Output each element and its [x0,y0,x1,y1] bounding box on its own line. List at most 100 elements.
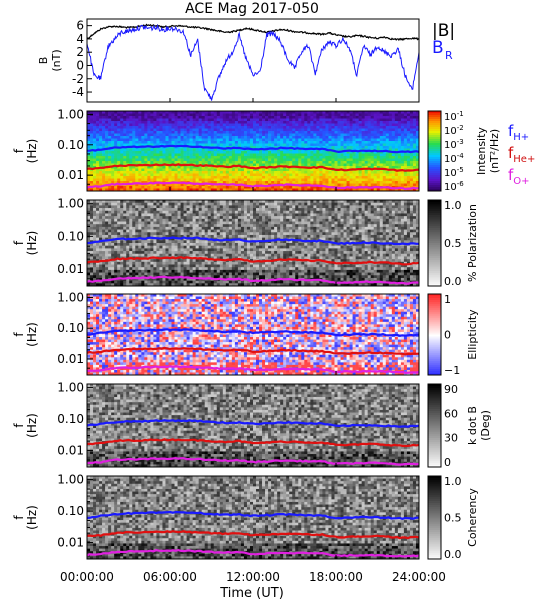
colorbar-tick-label: 1.0 [444,475,462,488]
colorbar-ellipticity: 1 0 −1 Ellipticity [427,293,479,377]
colorbar-tick-label: 10-5 [444,166,464,179]
spectrogram-cells [87,476,420,560]
y-tick-label: 0.01 [57,352,84,366]
colorbar-tick-label: 0 [444,329,451,342]
colorbar-tick-label: 10-1 [444,110,464,123]
y-tick-label: -2 [72,72,84,86]
panel-polarization: 1.00 0.10 0.01 f (Hz) 1.0 0.5 0.0 % Polarization [12,197,479,288]
gyro-line-f_hplus [86,510,419,520]
colorbar-tick-label: 30 [444,432,458,445]
gyro-line-f_oplus [86,181,420,191]
colorbar-tick-label: 10-3 [444,138,464,151]
gyro-line-f_hplus [87,328,420,337]
y-tick-label: 0.10 [57,321,84,335]
colorbar-frame [427,110,442,192]
colorbar-tick-label: 0.5 [444,237,462,250]
y-axis-unit: (Hz) [25,413,39,438]
x-axis-title: Time (UT) [219,586,284,600]
colorbar-polarization: 1.0 0.5 0.0 % Polarization [427,199,479,288]
gyro-line-f_heplus [86,346,420,356]
legend-hplus: fH+ [508,122,529,143]
time-axis-labels: 00:00:00 06:00:00 12:00:00 18:00:00 24:00:00 [60,570,446,584]
colorbar-frame [427,475,442,560]
y-axis-label: f [12,148,26,153]
colorbar-frame [427,293,442,376]
colorbar-title: Ellipticity [466,309,479,360]
gyro-line-f_oplus [86,456,420,466]
x-tick-label: 24:00:00 [392,570,446,584]
gyro-line-f_oplus [86,548,420,558]
x-tick-label: 18:00:00 [309,570,363,584]
colorbar-tick-label: 90 [444,383,458,396]
colorbar-intensity: 10-110-210-310-410-510-6 Intensity (nT²/Hz… [427,110,535,193]
y-tick-label: 4 [76,32,84,46]
y-tick-label: 0.10 [57,412,84,426]
colorbar-title: (nT²/Hz) [488,129,501,173]
colorbar-tick-label: 10-4 [444,152,464,165]
y-axis-label: B [37,57,50,65]
y-axis-unit: (nT) [50,49,63,71]
gyro-line-f_heplus [86,530,420,540]
panel-intensity: 1.00 0.10 0.01 f (Hz) 10-110-210-310-410-510-… [12,107,535,193]
colorbar-frame [427,383,442,468]
y-tick-label: -4 [72,85,84,99]
x-tick-label: 00:00:00 [60,570,114,584]
gyro-line-f_heplus [86,438,420,448]
y-axis-label: f [12,423,26,428]
figure-title: ACE Mag 2017-050 [185,1,319,17]
colorbar-tick-label: 0.0 [444,548,462,561]
colorbar-tick-label: 10-6 [444,180,464,193]
y-axis-label: f [12,240,26,245]
y-tick-label: 1.00 [57,291,84,305]
series-line-babs [86,23,419,42]
y-tick-label: 0.10 [57,138,84,152]
y-axis-unit: (Hz) [25,139,39,164]
colorbar-kdotb: 90 60 30 0 k dot B (Deg) [427,383,492,469]
colorbar-tick-label: 1.0 [444,199,462,212]
gyro-line-f_heplus [86,163,420,172]
y-axis-label: f [12,332,26,337]
colorbar-tick-label: 1 [444,293,451,306]
colorbar-coherency: 1.0 0.5 0.0 Coherency [427,475,479,561]
y-tick-label: 1.00 [57,473,84,487]
panel-ellipticity: 1.00 0.10 0.01 f (Hz) 1 0 −1 Ellipticity [12,291,479,377]
gyro-line-f_oplus [86,275,420,285]
y-tick-label: 1.00 [57,381,84,395]
colorbar-tick-label: −1 [444,364,460,377]
colorbar-title: Intensity [475,127,488,175]
gyro-line-f_hplus [87,144,420,154]
y-tick-label: 2 [76,45,84,59]
colorbar-title: Coherency [466,488,479,547]
colorbar-tick-label: 0.5 [444,512,462,525]
panel-kdotb: 1.00 0.10 0.01 f (Hz) 90 60 30 0 k dot B (Deg) [12,381,492,469]
legend-oplus: fO+ [508,166,530,187]
y-tick-label: 0.10 [57,504,84,518]
panel-coherency: 1.00 0.10 0.01 f (Hz) 1.0 0.5 0.0 Coherency [12,473,479,561]
y-axis-unit: (Hz) [25,505,39,530]
colorbar-tick-label: 0 [444,456,451,469]
y-axis-unit: (Hz) [25,231,39,256]
colorbar-tick-label: 0.0 [444,275,462,288]
gyro-line-f_heplus [86,256,420,266]
series-line-b_r [86,23,420,101]
legend-br-subscript: R [445,49,453,62]
colorbar-tick-label: 10-2 [444,124,464,137]
colorbar-title: (Deg) [479,410,492,441]
colorbar-tick-label: 60 [444,407,458,420]
legend-abs-b: |B| [432,21,455,41]
y-tick-label: 0.01 [57,168,84,182]
x-tick-label: 12:00:00 [226,570,280,584]
legend-br: B [432,38,444,58]
y-tick-label: 0.01 [57,536,84,550]
gyro-line-f_oplus [86,365,420,375]
x-tick-label: 06:00:00 [143,570,197,584]
y-tick-label: 1.00 [57,197,84,211]
gyro-line-f_hplus [86,236,419,246]
panel-frame [86,18,420,103]
y-tick-label: 6 [76,19,84,33]
y-axis-label: f [12,515,26,520]
y-tick-label: 0 [76,58,84,72]
colorbar-title: k dot B [466,406,479,445]
